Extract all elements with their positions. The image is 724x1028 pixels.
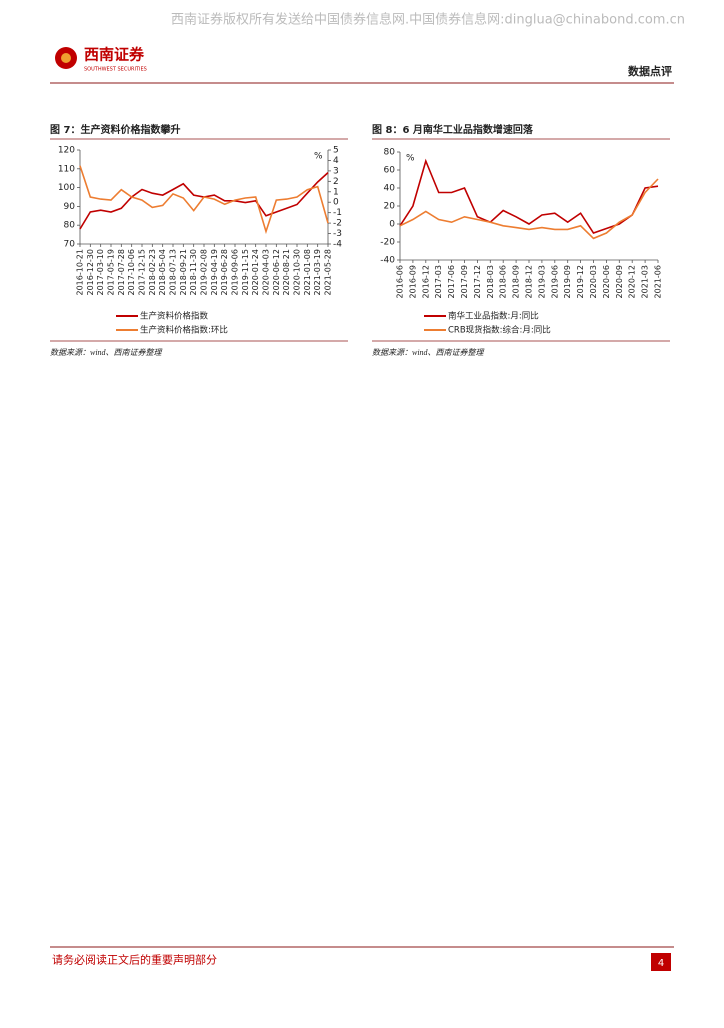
y2-tick-label: 2 [333, 177, 339, 187]
x-tick-label: 2016-06 [396, 265, 405, 298]
x-tick-label: 2016-12 [421, 265, 430, 298]
x-tick-label: 2017-10-06 [127, 249, 136, 296]
x-tick-label: 2018-02-23 [148, 249, 157, 296]
x-tick-label: 2017-12-15 [138, 249, 147, 296]
unit-label: % [314, 152, 323, 162]
x-tick-label: 2017-07-28 [117, 249, 126, 296]
y-tick-label: 80 [64, 221, 76, 231]
x-tick-label: 2017-03 [434, 265, 443, 298]
x-tick-label: 2021-01-08 [303, 249, 312, 296]
x-tick-label: 2020-04-03 [262, 249, 271, 296]
x-tick-label: 2018-07-13 [169, 249, 178, 296]
y-tick-label: 0 [389, 220, 395, 230]
y2-tick-label: -3 [333, 229, 342, 239]
x-tick-label: 2016-09 [408, 265, 417, 298]
x-tick-label: 2016-12-30 [86, 249, 95, 296]
source: 数据来源：wind、西南证券整理 [50, 348, 163, 357]
y-tick-label: -20 [380, 238, 395, 248]
y2-tick-label: 4 [333, 156, 339, 166]
x-tick-label: 2018-11-30 [189, 249, 198, 296]
x-tick-label: 2021-03-19 [313, 249, 322, 296]
watermark: 西南证券版权所有发送给中国债券信息网.中国债券信息网:dinglua@china… [171, 12, 685, 28]
x-tick-label: 2019-02-08 [200, 249, 209, 296]
x-tick-label: 2018-09-21 [179, 249, 188, 296]
logo-name: 西南证券 [84, 45, 145, 63]
x-tick-label: 2017-05-19 [107, 249, 116, 296]
y2-tick-label: 3 [333, 166, 339, 176]
legend-label: CRB现货指数:综合:月:同比 [448, 325, 551, 336]
y2-tick-label: 5 [333, 146, 339, 156]
x-tick-label: 2018-06 [499, 265, 508, 298]
logo-icon-inner [61, 53, 71, 63]
x-tick-label: 2019-11-15 [241, 249, 250, 296]
y-tick-label: 70 [64, 240, 76, 250]
series-line [79, 165, 329, 235]
legend-label: 生产资料价格指数:环比 [140, 325, 228, 336]
x-tick-label: 2021-03 [641, 265, 650, 298]
x-tick-label: 2019-12 [576, 265, 585, 298]
page-number: 4 [658, 958, 664, 969]
y-tick-label: 120 [58, 146, 75, 156]
series-line [79, 172, 329, 230]
x-tick-label: 2019-09-06 [231, 249, 240, 296]
x-tick-label: 2020-06-12 [272, 249, 281, 296]
legend-label: 生产资料价格指数 [140, 311, 209, 322]
figure-title: 图 8：6 月南华工业品指数增速回落 [372, 123, 534, 136]
x-tick-label: 2020-12 [628, 265, 637, 298]
x-tick-label: 2020-06 [602, 265, 611, 298]
x-tick-label: 2020-08-21 [282, 249, 291, 296]
x-tick-label: 2021-06 [654, 265, 663, 298]
y2-tick-label: 0 [333, 198, 339, 208]
x-tick-label: 2019-03 [537, 265, 546, 298]
section-label: 数据点评 [628, 64, 672, 78]
x-tick-label: 2020-01-24 [251, 249, 260, 296]
axis [399, 152, 658, 261]
x-tick-label: 2019-06 [550, 265, 559, 298]
page-box [651, 953, 671, 971]
x-tick-label: 2019-09 [563, 265, 572, 298]
x-tick-label: 2019-06-28 [220, 249, 229, 296]
x-tick-label: 2020-09 [615, 265, 624, 298]
x-tick-label: 2017-09 [460, 265, 469, 298]
y2-tick-label: 1 [333, 187, 339, 197]
series-line [399, 178, 659, 240]
x-tick-label: 2018-03 [486, 265, 495, 298]
y-tick-label: -40 [380, 256, 395, 266]
disclaimer: 请务必阅读正文后的重要声明部分 [52, 953, 217, 967]
x-tick-label: 2021-05-28 [324, 249, 333, 296]
y2-tick-label: -1 [333, 208, 342, 218]
y-tick-label: 20 [384, 202, 396, 212]
unit-label: % [406, 154, 415, 164]
figure-title: 图 7：生产资料价格指数攀升 [50, 123, 180, 136]
x-tick-label: 2020-03 [589, 265, 598, 298]
legend-label: 南华工业品指数:月:同比 [448, 311, 539, 322]
logo-en: SOUTHWEST SECURITIES [84, 67, 147, 73]
x-tick-label: 2017-03-10 [96, 249, 105, 296]
x-tick-label: 2017-06 [447, 265, 456, 298]
x-tick-label: 2018-05-04 [158, 249, 167, 296]
y-tick-label: 100 [58, 183, 75, 193]
y2-tick-label: -4 [333, 240, 342, 250]
source: 数据来源：wind、西南证券整理 [372, 348, 485, 357]
x-tick-label: 2018-12 [525, 265, 534, 298]
y-tick-label: 90 [64, 202, 76, 212]
y-tick-label: 110 [58, 164, 75, 174]
x-tick-label: 2017-12 [473, 265, 482, 298]
x-tick-label: 2016-10-21 [76, 249, 85, 296]
y2-tick-label: -2 [333, 219, 342, 229]
x-tick-label: 2019-04-19 [210, 249, 219, 296]
x-tick-label: 2018-09 [512, 265, 521, 298]
y-tick-label: 60 [384, 166, 396, 176]
y-tick-label: 80 [384, 148, 396, 158]
y-tick-label: 40 [384, 184, 396, 194]
x-tick-label: 2020-10-30 [293, 249, 302, 296]
